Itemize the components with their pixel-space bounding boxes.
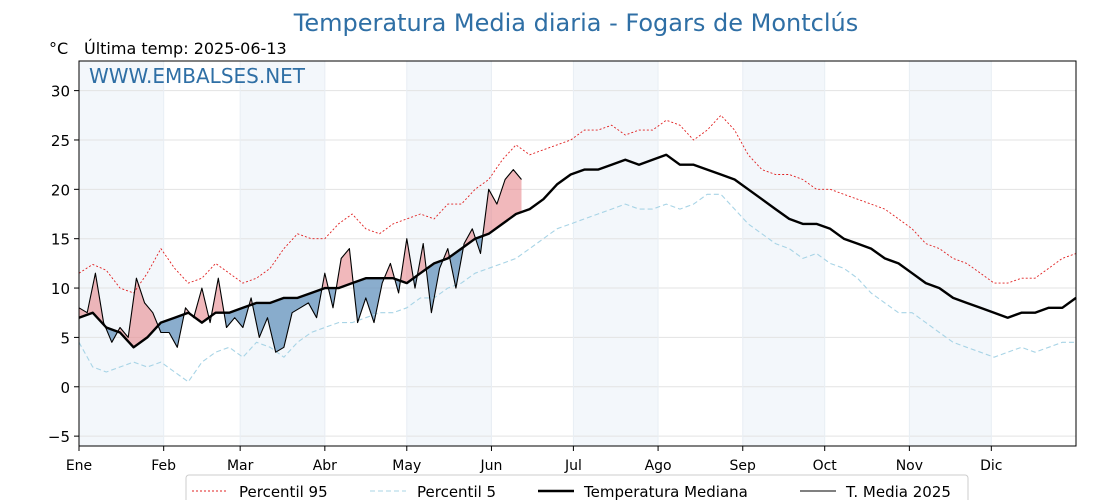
x-tick-label: May [392,458,421,474]
x-tick-label: Sep [730,458,757,474]
fill-below-median [427,258,444,313]
series-line-temperatura-mediana [78,153,1077,349]
legend-label: T. Media 2025 [845,483,951,500]
fill-above-median [118,278,159,348]
month-bands [79,61,992,446]
series-line-percentil-95 [78,114,1077,294]
fill-above-median [483,169,522,236]
series-line-percentil-5 [78,193,1076,383]
month-band-ene [79,61,164,446]
x-tick-label: Jun [480,458,503,474]
fill-above-median [401,238,414,284]
y-tick-label: 15 [51,231,70,249]
fill-above-median [322,273,329,291]
x-tick-label: Nov [896,458,923,474]
legend-label: Temperatura Mediana [583,483,748,500]
legend-label: Percentil 95 [239,483,328,500]
plot-frame [78,60,1077,447]
x-tick-label: Oct [813,458,838,474]
x-tick-label: Jul [564,458,582,474]
fill-below-median [158,307,186,348]
x-tick-label: Ago [645,458,672,474]
x-tick-label: Abr [313,458,337,474]
legend-label: Percentil 5 [417,483,496,500]
series-lines [78,114,1077,383]
axes: −5 0 5 10 15 20 25 30 Ene Feb Mar Abr May Jun Jul Ago Se… [48,83,1003,474]
x-tick-label: Ene [66,458,92,474]
watermark: WWW.EMBALSES.NET [89,64,306,88]
last-temp-label: Última temp: 2025-06-13 [84,39,287,58]
legend: Percentil 95 Percentil 5 Temperatura Media… [185,474,969,504]
chart-title: Temperatura Media diaria - Fogars de Mon… [293,9,858,37]
fill-above-median [79,273,107,330]
fill-below-median [252,288,323,353]
fill-above-median [195,288,211,323]
fill-below-median [395,274,402,293]
x-tick-label: Dic [980,458,1002,474]
y-tick-label: 20 [51,181,70,199]
month-band-jul [573,61,659,446]
fill-above-median [211,278,226,320]
y-tick-label: −5 [48,428,70,446]
y-tick-label: 30 [51,83,70,101]
month-band-mar [240,61,325,446]
y-tick-label: 0 [60,379,70,397]
y-tick-label: 25 [51,132,70,150]
x-tick-label: Mar [227,458,254,474]
x-tick-label: Feb [151,458,176,474]
unit-label: °C [49,39,68,58]
y-tick-label: 5 [60,329,70,347]
legend-box [185,474,969,504]
series-line-t-media-2025 [78,169,522,353]
y-tick-label: 10 [51,280,70,298]
month-band-nov [909,61,992,446]
fill-below-median [353,276,385,323]
month-band-sep [742,61,825,446]
